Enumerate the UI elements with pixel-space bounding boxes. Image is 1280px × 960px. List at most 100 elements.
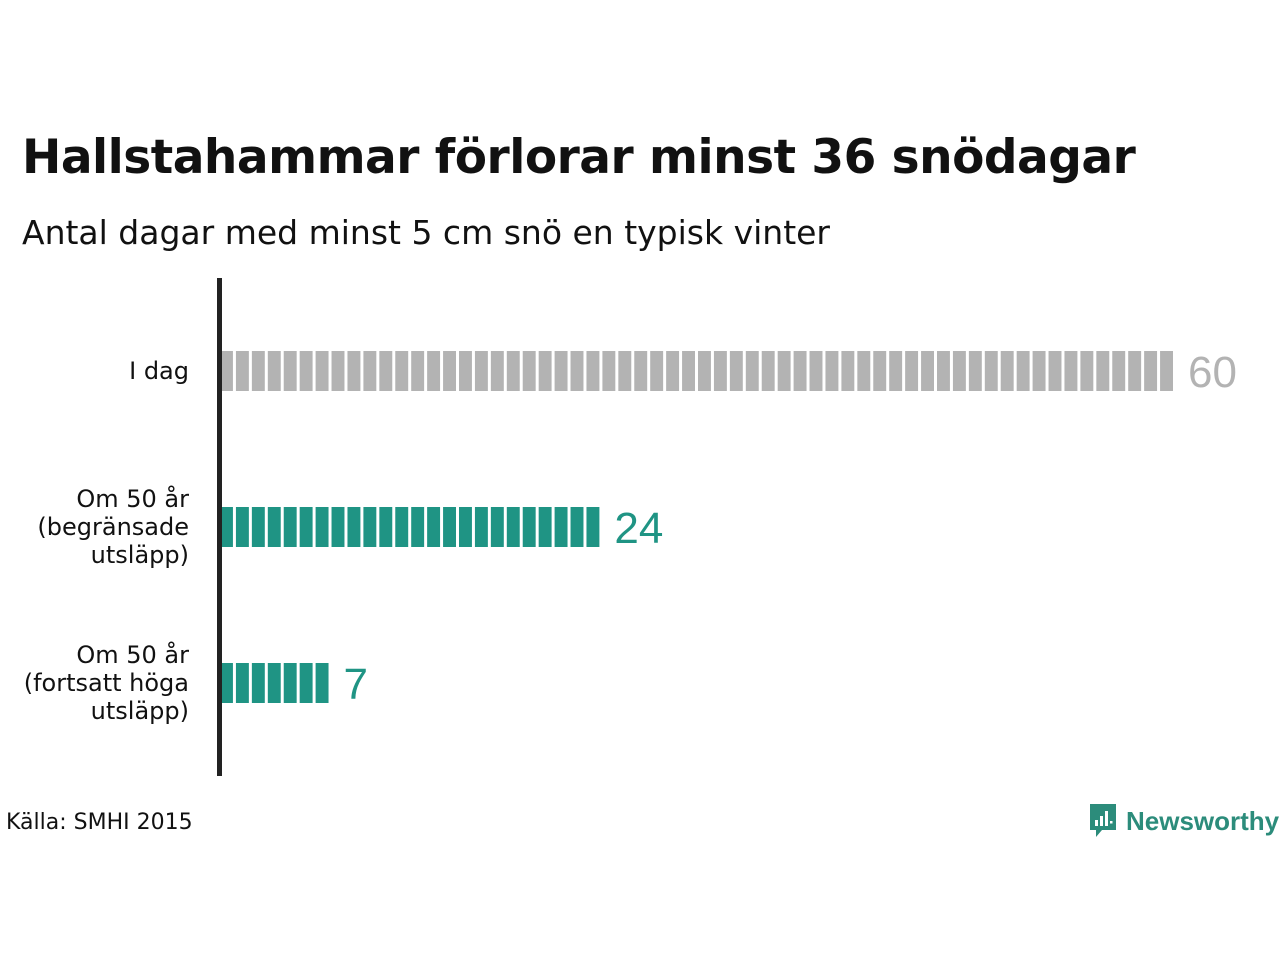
bar-segment (474, 351, 488, 391)
bar-segment (299, 507, 313, 547)
bar-segment (570, 507, 584, 547)
bar-segment (474, 507, 488, 547)
bar-segment (315, 663, 329, 703)
value-label: 60 (1188, 348, 1237, 397)
bar-segment (411, 507, 425, 547)
category-label: I dag (129, 357, 189, 385)
bar-segment (315, 351, 329, 391)
category-label: utsläpp) (91, 541, 189, 569)
bar-segment (299, 351, 313, 391)
bar-segment (267, 507, 281, 547)
bar-segment (1096, 351, 1110, 391)
category-label: Om 50 år (76, 484, 189, 513)
bar-segment (921, 351, 934, 391)
y-axis-line (217, 278, 222, 776)
bar-segment (682, 351, 695, 391)
bar-segment (411, 351, 425, 391)
bar-segment (220, 351, 233, 391)
bar-segment (666, 351, 680, 391)
newsworthy-logo-icon (1090, 804, 1116, 837)
bar-segment (379, 351, 393, 391)
bar-segment (1000, 351, 1014, 391)
bar-segment (586, 507, 600, 547)
bar-segment (363, 351, 377, 391)
bar-segment (459, 507, 472, 547)
bar-segment (602, 351, 616, 391)
value-label: 24 (614, 504, 663, 553)
bar-segment (984, 351, 998, 391)
bar-segment (1048, 351, 1062, 391)
bar-segment (825, 351, 839, 391)
bar-segment (538, 507, 552, 547)
bar-segment (809, 351, 823, 391)
bar-segment (506, 507, 520, 547)
bar-segment (618, 351, 632, 391)
bar-segment (283, 351, 297, 391)
bar-segment (267, 351, 281, 391)
bar-segment (857, 351, 871, 391)
bar-segment (634, 351, 648, 391)
bar-segment (1160, 351, 1173, 391)
bar-segment (905, 351, 919, 391)
bar-segment (586, 351, 600, 391)
bar-segment (315, 507, 329, 547)
bar-segment (363, 507, 377, 547)
bar-segment (347, 507, 361, 547)
value-label: 7 (344, 660, 368, 709)
category-label: Om 50 år (76, 640, 189, 669)
bar-segment (729, 351, 743, 391)
bar-segment (841, 351, 855, 391)
bar-segment (1112, 351, 1126, 391)
bar-segment (1016, 351, 1030, 391)
source-note: Källa: SMHI 2015 (6, 810, 193, 835)
bar-segment (554, 507, 568, 547)
bar-segment (570, 351, 584, 391)
newsworthy-logo: Newsworthy (1088, 802, 1279, 840)
bar-segment (889, 351, 903, 391)
bar-segment (220, 507, 233, 547)
bar-segment (777, 351, 791, 391)
bar-segment (698, 351, 711, 391)
bar-segment (506, 351, 520, 391)
bar-segment (427, 507, 441, 547)
bar-segment (490, 351, 504, 391)
bar-segment (235, 507, 249, 547)
bar-segment (331, 351, 345, 391)
bar-segment (395, 351, 409, 391)
bar-segment (283, 663, 297, 703)
bar-segment (1144, 351, 1158, 391)
bar-segment (522, 507, 536, 547)
bar-segment (745, 351, 759, 391)
bar-segment (650, 351, 664, 391)
bar-segment (459, 351, 472, 391)
bar-segment (490, 507, 504, 547)
bar-segment (1064, 351, 1078, 391)
bar-segment (251, 663, 265, 703)
bar-segment (299, 663, 313, 703)
chart-title: Hallstahammar förlorar minst 36 snödagar (22, 130, 1136, 185)
bar-segment (1128, 351, 1142, 391)
bar-segment (331, 507, 345, 547)
bar-segment (1080, 351, 1094, 391)
bar-segment (443, 351, 456, 391)
bar-segment (873, 351, 887, 391)
bar-segment (347, 351, 361, 391)
category-label: utsläpp) (91, 697, 189, 725)
newsworthy-logo-text: Newsworthy (1126, 805, 1280, 836)
bar-segment (761, 351, 775, 391)
bar-segment (522, 351, 536, 391)
bar-segment (443, 507, 456, 547)
bar-segment (968, 351, 982, 391)
bar-segment (251, 507, 265, 547)
bar-segment (713, 351, 727, 391)
bar-segment (554, 351, 568, 391)
category-label: (fortsatt höga (24, 669, 189, 697)
bar-segment (379, 507, 393, 547)
chart-subtitle: Antal dagar med minst 5 cm snö en typisk… (22, 213, 831, 252)
bar-segment (267, 663, 281, 703)
bar-segment (235, 663, 249, 703)
bar-segment (395, 507, 409, 547)
bar-segment (220, 663, 233, 703)
bar-segment (251, 351, 265, 391)
